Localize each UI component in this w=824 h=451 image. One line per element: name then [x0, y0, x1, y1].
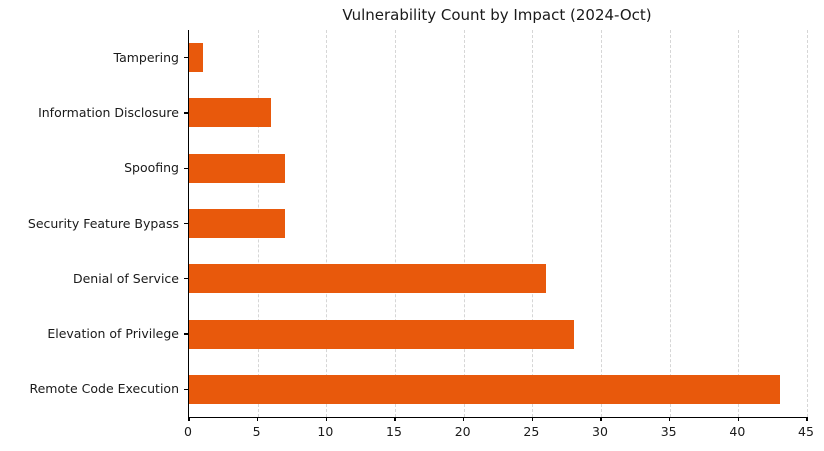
- gridline-x-20: [463, 30, 465, 417]
- x-tick-label-20: 20: [454, 424, 471, 439]
- bar-denial-of-service: [189, 264, 547, 294]
- gridline-x-40: [738, 30, 740, 417]
- gridline-x-10: [326, 30, 328, 417]
- bar-information-disclosure: [189, 98, 272, 128]
- bar-security-feature-bypass: [189, 209, 286, 238]
- x-tick-label-0: 0: [184, 424, 192, 439]
- y-tick-3: [183, 222, 188, 225]
- bar-elevation-of-privilege: [189, 319, 574, 349]
- x-tick-label-45: 45: [798, 424, 814, 439]
- x-tick-15: [394, 417, 396, 421]
- y-tick-label-denial-of-service: Denial of Service: [72, 270, 179, 286]
- x-tick-0: [188, 417, 190, 421]
- x-tick-45: [806, 417, 808, 421]
- gridline-x-35: [669, 30, 671, 417]
- y-tick-label-information-disclosure: Information Disclosure: [38, 104, 179, 120]
- bar-spoofing: [189, 153, 286, 183]
- x-tick-label-35: 35: [660, 424, 677, 439]
- plot-area: [183, 30, 808, 421]
- bar-tampering: [189, 43, 203, 73]
- x-tick-40: [737, 417, 740, 421]
- y-tick-label-elevation-of-privilege: Elevation of Privilege: [47, 326, 179, 342]
- gridline-x-30: [601, 30, 602, 417]
- y-tick-label-remote-code-execution: Remote Code Execution: [29, 381, 179, 397]
- x-tick-label-30: 30: [592, 424, 608, 439]
- gridline-x-45: [807, 30, 808, 417]
- y-tick-2: [183, 167, 188, 169]
- gridline-x-25: [532, 30, 534, 417]
- gridline-x-15: [395, 30, 396, 417]
- chart-title: Vulnerability Count by Impact (2024-Oct): [342, 6, 652, 24]
- y-tick-6: [183, 388, 188, 391]
- bar-remote-code-execution: [189, 374, 780, 404]
- x-tick-35: [668, 417, 671, 421]
- x-tick-label-15: 15: [386, 424, 402, 439]
- x-tick-label-5: 5: [252, 424, 261, 439]
- y-tick-5: [183, 333, 188, 335]
- x-tick-10: [325, 417, 328, 421]
- y-tick-0: [183, 56, 188, 59]
- x-tick-label-25: 25: [523, 424, 540, 439]
- x-tick-label-10: 10: [317, 424, 334, 439]
- y-tick-label-security-feature-bypass: Security Feature Bypass: [27, 215, 179, 231]
- y-tick-4: [183, 278, 188, 280]
- x-tick-5: [256, 417, 259, 421]
- x-tick-30: [600, 417, 602, 421]
- y-tick-label-spoofing: Spoofing: [124, 160, 179, 176]
- y-tick-1: [183, 112, 188, 114]
- x-tick-25: [531, 417, 534, 421]
- y-tick-label-tampering: Tampering: [113, 49, 180, 65]
- x-tick-20: [462, 417, 465, 421]
- x-tick-label-40: 40: [729, 424, 746, 439]
